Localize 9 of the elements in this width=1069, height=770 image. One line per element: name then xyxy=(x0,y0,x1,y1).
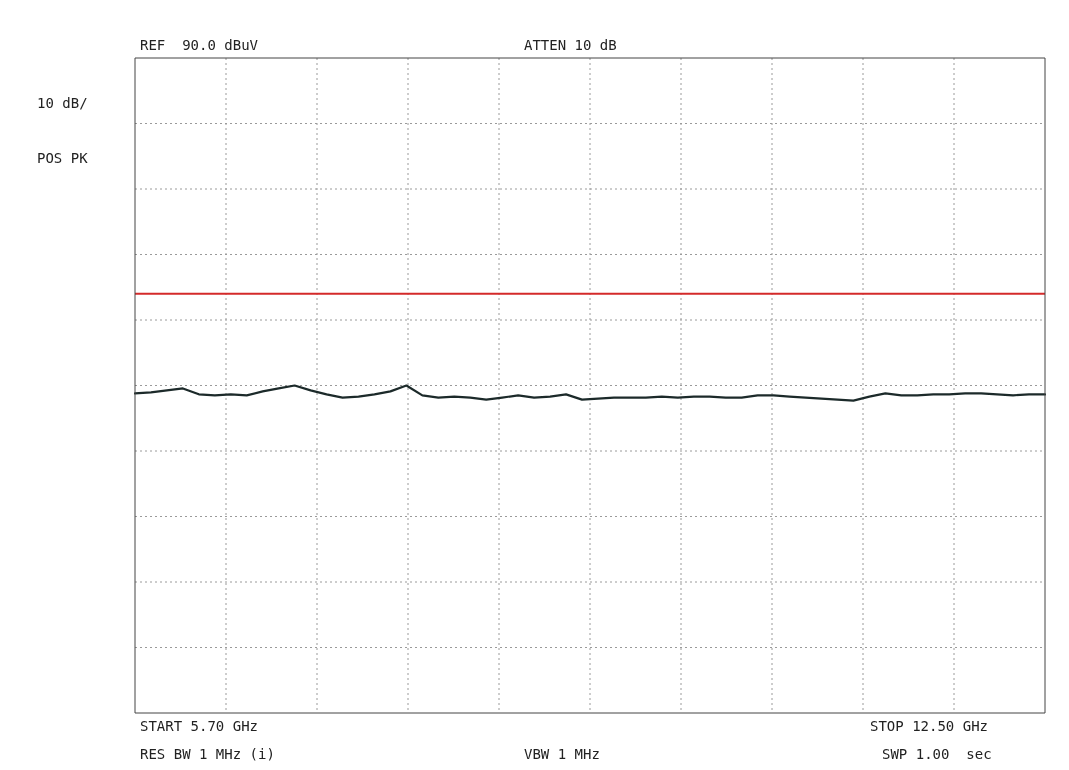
text: SWP 1.00 sec xyxy=(882,746,992,762)
text: STOP 12.50 GHz xyxy=(870,718,989,734)
text: VBW 1 MHz xyxy=(524,746,600,762)
text: REF 90.0 dBuV xyxy=(140,37,259,53)
text: 10 dB/ xyxy=(37,95,88,111)
text: START 5.70 GHz xyxy=(140,718,259,734)
text: POS PK xyxy=(37,150,88,166)
text: RES BW 1 MHz (i) xyxy=(140,746,275,762)
text: ATTEN 10 dB xyxy=(524,37,617,53)
